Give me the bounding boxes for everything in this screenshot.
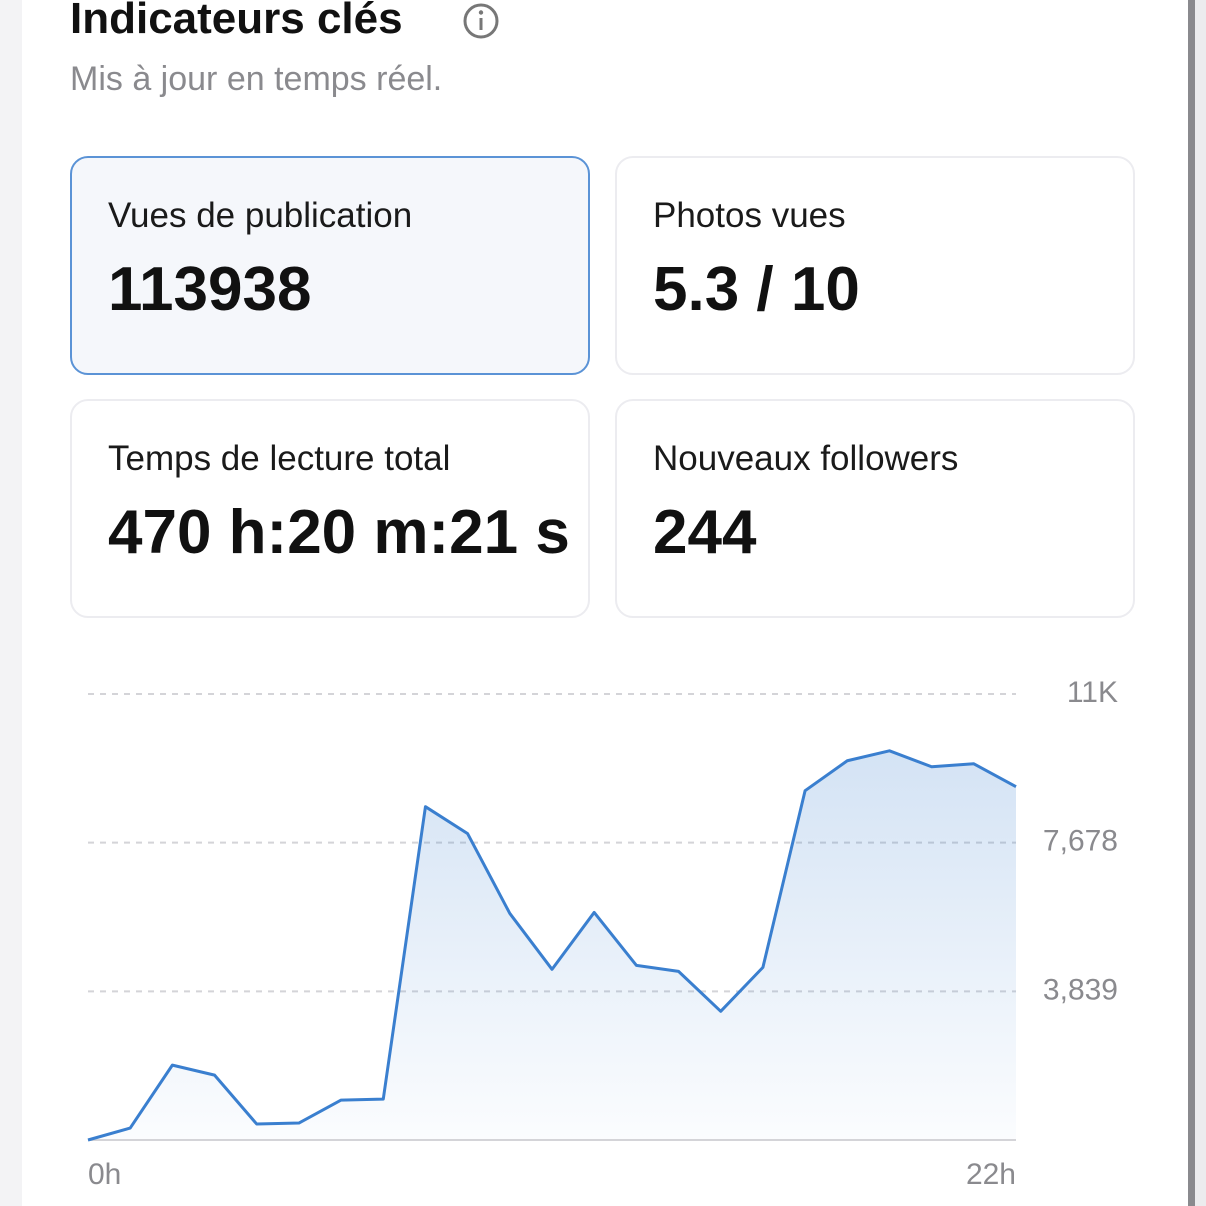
y-tick-label: 11K — [1067, 676, 1118, 709]
metric-card[interactable]: Photos vues 5.3 / 10 — [615, 156, 1135, 375]
card-value: 470 h:20 m:21 s — [108, 498, 570, 567]
card-label: Vues de publication — [108, 196, 413, 235]
metric-card[interactable]: Temps de lecture total 470 h:20 m:21 s — [70, 399, 590, 618]
card-value: 113938 — [108, 255, 312, 324]
scrollbar — [1188, 0, 1206, 1206]
chart: 3,839 7,678 11K 0h 22h — [87, 676, 1118, 1191]
card-label: Temps de lecture total — [108, 439, 451, 478]
y-tick-label: 7,678 — [1043, 825, 1118, 858]
subtitle: Mis à jour en temps réel. — [70, 60, 443, 98]
metric-card[interactable]: Vues de publication 113938 — [70, 156, 590, 375]
metric-card[interactable]: Nouveaux followers 244 — [615, 399, 1135, 618]
left-margin — [0, 0, 22, 1206]
card-value: 5.3 / 10 — [653, 255, 860, 324]
area-fill — [88, 750, 1016, 1140]
y-tick-label: 3,839 — [1043, 973, 1118, 1006]
card-value: 244 — [653, 498, 757, 567]
line — [87, 749, 1017, 1142]
card-label: Nouveaux followers — [653, 439, 959, 478]
card-label: Photos vues — [653, 196, 846, 235]
x-tick-label: 22h — [966, 1158, 1016, 1191]
title: Indicateurs clés — [70, 0, 403, 43]
info-icon[interactable] — [462, 2, 502, 42]
x-tick-label: 0h — [88, 1158, 121, 1191]
